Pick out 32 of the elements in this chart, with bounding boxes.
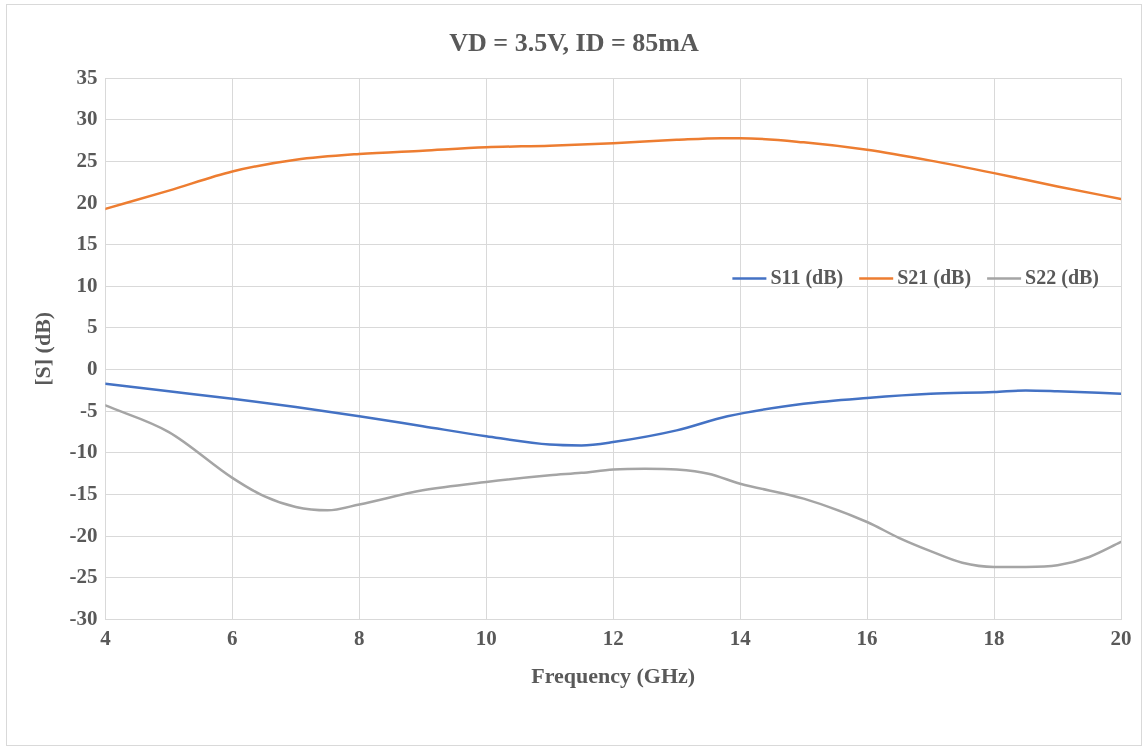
y-tick-label: 10 (76, 272, 98, 297)
y-tick-label: 20 (76, 189, 98, 214)
line-series (105, 404, 1121, 569)
line-series (105, 136, 1121, 211)
y-tick-label: 35 (76, 64, 98, 89)
x-tick-label: 14 (729, 626, 752, 651)
x-tick-label: 4 (100, 626, 112, 651)
x-tick-label: 10 (475, 626, 497, 651)
line-series (105, 382, 1121, 447)
y-tick-label: -25 (69, 564, 98, 589)
y-tick-label: -5 (79, 397, 98, 422)
y-tick-label: 25 (76, 147, 98, 172)
y-tick-label: -15 (69, 480, 98, 505)
y-axis-title: [S] (dB) (29, 311, 55, 386)
y-tick-label: 5 (86, 314, 98, 339)
y-tick-label: -10 (69, 439, 98, 464)
y-tick-label: -20 (69, 522, 98, 547)
legend-label: S11 (dB) (770, 265, 844, 289)
x-tick-label: 12 (602, 626, 624, 651)
legend-label: S21 (dB) (897, 265, 972, 289)
x-axis-title: Frequency (GHz) (531, 663, 696, 689)
y-tick-label: 15 (76, 231, 98, 256)
x-tick-label: 20 (1110, 626, 1132, 651)
x-tick-label: 18 (983, 626, 1005, 651)
x-tick-label: 6 (227, 626, 238, 651)
chart-title: VD = 3.5V, ID = 85mA (449, 28, 699, 58)
y-tick-label: 0 (86, 356, 98, 381)
x-tick-label: 8 (354, 626, 365, 651)
y-tick-label: 30 (76, 106, 98, 131)
legend-label: S22 (dB) (1025, 265, 1099, 289)
x-tick-label: 16 (856, 626, 878, 651)
y-tick-label: -30 (69, 605, 98, 630)
